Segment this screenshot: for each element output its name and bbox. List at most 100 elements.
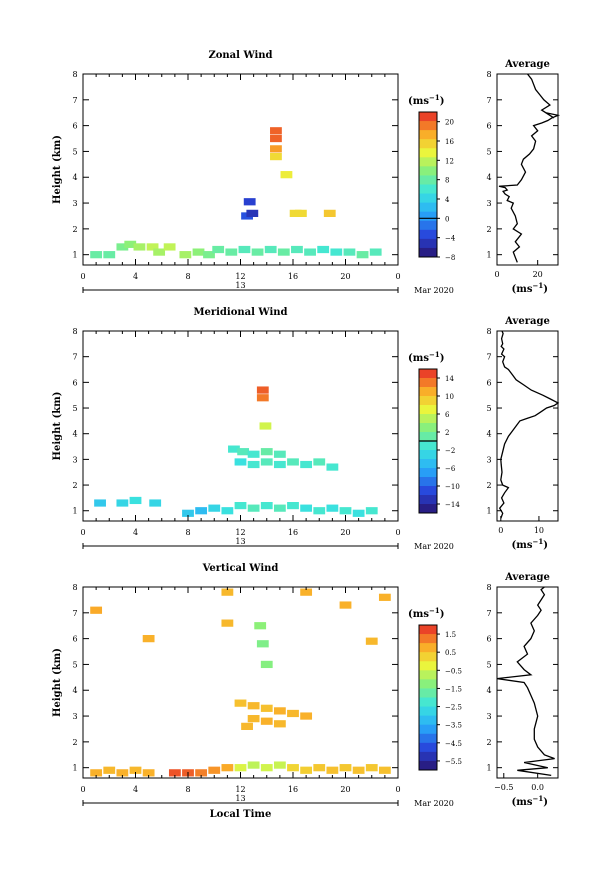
profile-title: Average [504, 59, 550, 70]
colorbar-segment [419, 139, 437, 149]
profile-y-tick-label: 4 [486, 686, 491, 695]
profile-y-tick-label: 1 [486, 507, 491, 516]
colorbar-segment [419, 634, 437, 644]
colorbar-segment [419, 130, 437, 140]
heatmap-cell [124, 240, 137, 248]
heatmap-cell [247, 450, 260, 458]
heatmap-cell [192, 248, 205, 256]
heatmap-cell [291, 245, 303, 254]
heatmap-cell [326, 463, 339, 471]
x-tick-label: 4 [133, 785, 138, 794]
colorbar-tick-label: −10 [445, 483, 460, 491]
colorbar-segment [419, 112, 437, 122]
heatmap-cell [304, 248, 316, 256]
x-tick-label: 20 [340, 528, 350, 537]
colorbar-segment [419, 733, 437, 744]
colorbar-segment [419, 643, 437, 653]
x-axis-label: Local Time [210, 809, 272, 820]
x-tick-label: 12 [235, 272, 245, 281]
y-tick-label: 3 [72, 199, 77, 208]
heatmap-cell [129, 766, 142, 774]
profile-frame [496, 330, 559, 522]
y-tick-label: 4 [72, 430, 77, 439]
heatmap-cell [90, 769, 103, 777]
month-label: Mar 2020 [414, 799, 454, 808]
heatmap-cell [221, 764, 234, 772]
heatmap-cell [273, 450, 286, 458]
profile-line [496, 586, 555, 777]
profile-x-tick-label: 0.0 [531, 783, 544, 792]
profile-y-tick-label: 8 [486, 70, 491, 79]
heatmap-cell [273, 707, 286, 715]
colorbar-tick-label: 2 [445, 429, 449, 437]
y-tick-label: 7 [72, 609, 77, 618]
y-tick-label: 2 [72, 481, 77, 490]
heatmap-cell [330, 248, 343, 256]
colorbar-segment [419, 450, 437, 460]
y-tick-label: 1 [72, 507, 77, 516]
colorbar-segment [419, 697, 437, 708]
colorbar-segment [419, 121, 437, 131]
colorbar-unit: (ms−1) [408, 606, 444, 620]
profile-x-label: (ms−1) [512, 537, 548, 551]
heatmap-cell [221, 588, 234, 596]
heatmap-cell [323, 209, 336, 217]
y-axis-label: Height (km) [52, 135, 63, 204]
y-tick-label: 5 [72, 147, 77, 156]
heatmap-cell [287, 764, 299, 772]
heatmap-cell [116, 499, 129, 507]
colorbar-segment [419, 396, 437, 406]
profile-y-tick-label: 5 [486, 404, 491, 413]
heatmap-cell [300, 588, 313, 596]
colorbar-tick-label: −8 [445, 254, 455, 262]
colorbar-segment [419, 211, 437, 222]
heatmap-cell [259, 422, 272, 430]
heatmap-cell [256, 394, 269, 402]
heatmap-cell [326, 504, 339, 512]
heatmap-cell [270, 127, 282, 135]
colorbar-frame [418, 624, 438, 771]
x-tick-label: 12 [235, 528, 245, 537]
profile-y-tick-label: 7 [486, 96, 491, 105]
heatmap-cell [378, 593, 391, 601]
colorbar-segment [419, 688, 437, 698]
colorbar-tick-label: 12 [445, 157, 454, 165]
colorbar-segment [419, 184, 437, 195]
x-tick-label: 0 [80, 528, 85, 537]
heatmap-cell [142, 635, 155, 643]
x-tick-label: 0 [80, 272, 85, 281]
profile-y-tick-label: 7 [486, 609, 491, 618]
x-tick-label: 0 [80, 785, 85, 794]
heatmap-cell [313, 458, 326, 466]
y-tick-label: 7 [72, 353, 77, 362]
profile-x-tick-label: 0 [498, 526, 503, 535]
profile-y-tick-label: 7 [486, 353, 491, 362]
heatmap-cell [273, 504, 286, 512]
heatmap-cell [254, 622, 267, 630]
colorbar-segment [419, 193, 437, 204]
colorbar-segment [419, 477, 437, 487]
heatmap-cell [243, 198, 256, 206]
x-tick-label: 16 [288, 528, 298, 537]
y-axis-label: Height (km) [52, 392, 63, 461]
heatmap-cell [339, 764, 352, 772]
colorbar-tick-label: −5.5 [445, 758, 462, 766]
heatmap-cell [146, 243, 159, 251]
colorbar-segment [419, 625, 437, 635]
profile-y-tick-label: 2 [486, 225, 491, 234]
heatmap-cell [153, 248, 166, 256]
heatmap-cell [339, 507, 352, 515]
colorbar-segment [419, 369, 437, 379]
colorbar-tick-label: 16 [445, 138, 454, 146]
x-tick-label: 20 [340, 785, 350, 794]
y-tick-label: 3 [72, 712, 77, 721]
heatmap-cell [203, 251, 215, 259]
colorbar-segment [419, 166, 437, 176]
y-tick-label: 8 [72, 70, 77, 79]
x-tick-label: 0 [395, 785, 400, 794]
heatmap-cell [300, 460, 313, 469]
heatmap-cell [378, 766, 391, 774]
heatmap-cell [317, 245, 330, 254]
heatmap-cell [103, 251, 116, 259]
heatmap-cell [94, 499, 106, 507]
